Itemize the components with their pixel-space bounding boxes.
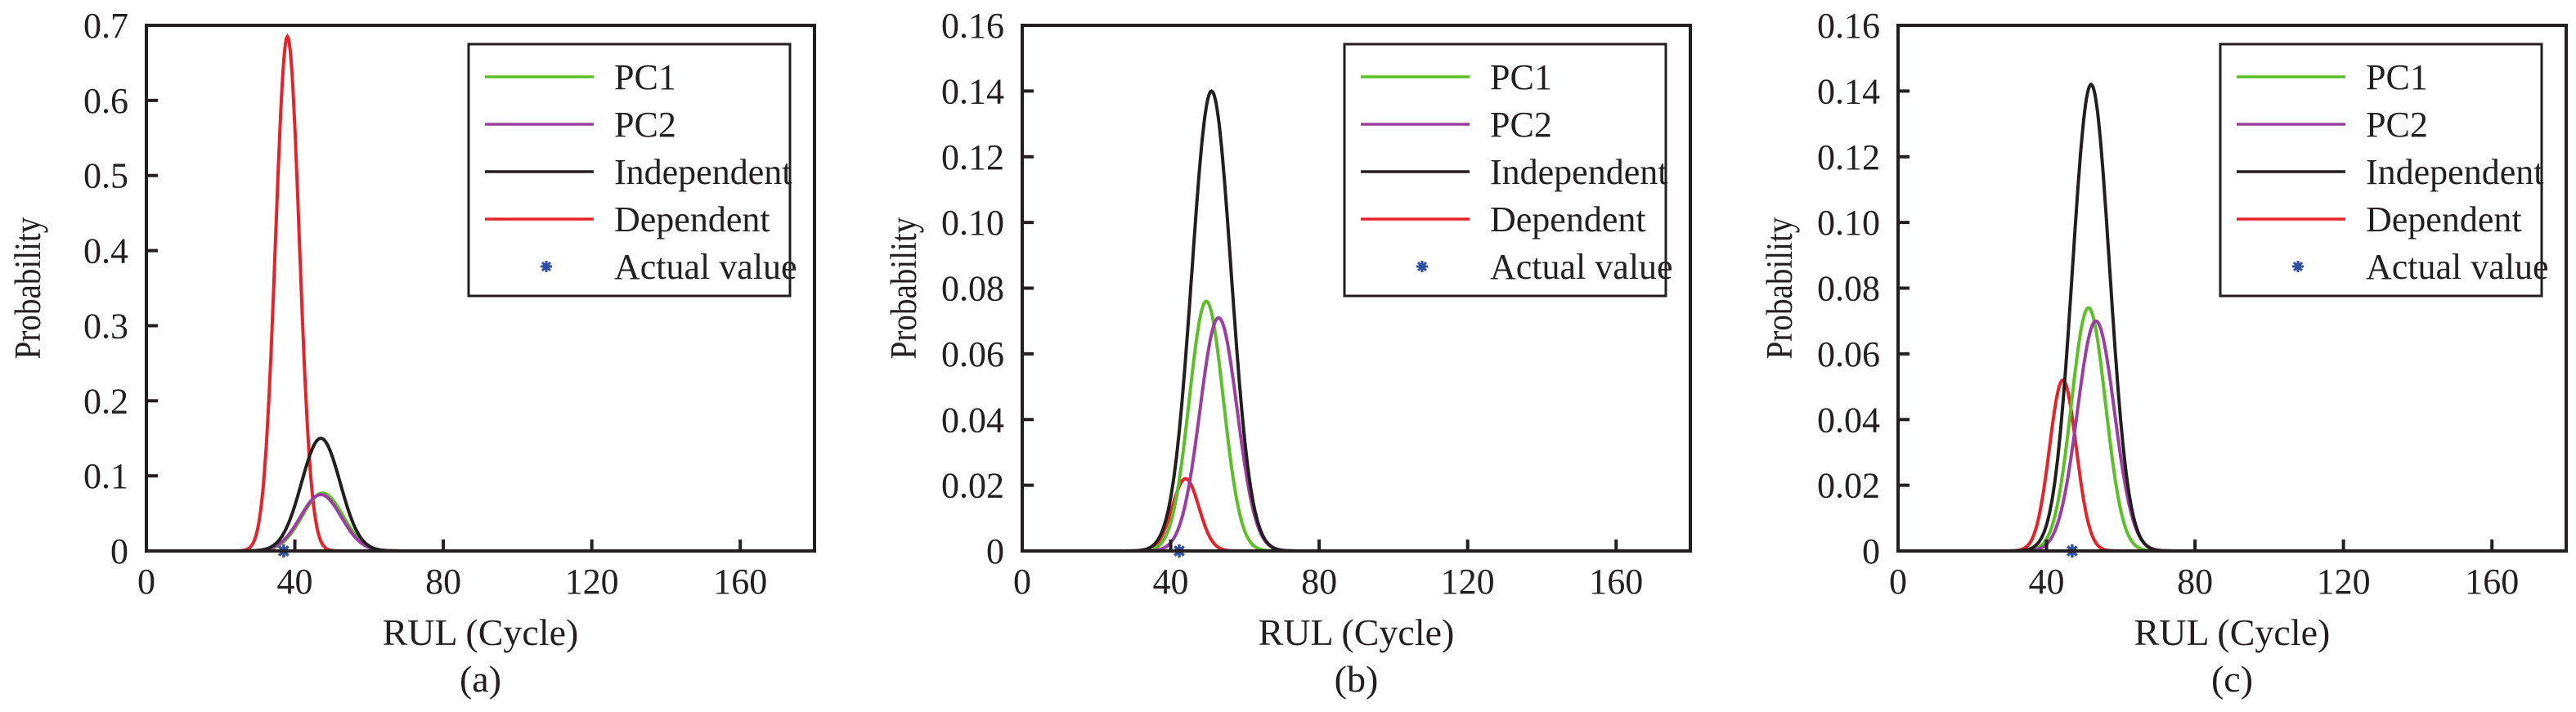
y-tick-label: 0.02 xyxy=(941,466,1004,506)
y-tick-label: 0.7 xyxy=(83,6,128,46)
y-tick-label: 0.10 xyxy=(1817,203,1880,243)
legend-swatch-actual-value xyxy=(541,261,552,272)
legend-label: Independent xyxy=(2366,152,2543,192)
legend-label: PC2 xyxy=(1490,105,1552,145)
y-tick-label: 0.5 xyxy=(83,156,128,196)
y-tick-label: 0 xyxy=(1862,531,1880,571)
legend-label: Dependent xyxy=(2366,199,2522,240)
chart-panel-b: 0 40 80 120 160 0 0.02 0.04 0.06 0.08 0.10 0.12 0.14… xyxy=(883,6,1692,700)
x-tick-label: 160 xyxy=(2465,562,2519,602)
y-tick-label: 0.06 xyxy=(941,334,1004,374)
legend-label: Independent xyxy=(614,152,792,192)
y-tick-label: 0.08 xyxy=(1817,269,1880,309)
legend-box xyxy=(1343,43,1667,298)
series-line-dependent xyxy=(1070,477,1690,551)
chart-panel-c: 0 40 80 120 160 0 0.02 0.04 0.06 0.08 0.10 0.12 0.14… xyxy=(1759,6,2568,700)
x-tick-label: 160 xyxy=(1589,562,1643,602)
x-tick-label: 80 xyxy=(2177,562,2213,602)
x-tick-label: 40 xyxy=(2029,562,2065,602)
y-tick-label: 0.1 xyxy=(83,456,128,496)
legend-label: Actual value xyxy=(2366,247,2549,287)
legend-label: PC1 xyxy=(614,57,676,97)
y-tick-label: 0.14 xyxy=(1817,71,1880,111)
legend-swatch-actual-value xyxy=(1416,261,1428,272)
legend-box xyxy=(2219,43,2543,298)
y-axis-label: Probability xyxy=(883,217,925,359)
x-tick-label: 0 xyxy=(1013,562,1031,602)
series-line-independent xyxy=(1946,82,2566,551)
x-axis-label: RUL (Cycle) xyxy=(383,611,579,653)
x-tick-label: 40 xyxy=(277,562,313,602)
series-line-dependent xyxy=(1946,378,2566,551)
legend: PC1 PC2 Independent Dependent Actual value xyxy=(1343,43,1673,298)
plot-frame xyxy=(145,24,816,553)
y-tick-label: 0.08 xyxy=(941,269,1004,309)
x-tick-label: 160 xyxy=(713,562,767,602)
y-tick-label: 0.12 xyxy=(1817,137,1880,177)
series-line-independent xyxy=(195,437,815,551)
x-tick-label: 0 xyxy=(1889,562,1907,602)
x-tick-label: 120 xyxy=(565,562,619,602)
x-tick-label: 80 xyxy=(425,562,461,602)
legend-label: Dependent xyxy=(1490,199,1646,240)
series-line-dependent xyxy=(195,33,815,551)
legend-label: Actual value xyxy=(614,247,797,287)
x-axis-label: RUL (Cycle) xyxy=(1259,611,1455,653)
y-tick-label: 0 xyxy=(986,531,1004,571)
panel-label: (a) xyxy=(460,658,501,700)
y-axis-label: Probability xyxy=(7,217,49,359)
chart-panel-a: 0 40 80 120 160 0 0.1 0.2 0.3 0.4 0.5 0.6 0.7 RUL (Cy… xyxy=(7,6,816,700)
x-tick-label: 80 xyxy=(1301,562,1337,602)
y-tick-label: 0.3 xyxy=(83,306,128,346)
legend-label: Dependent xyxy=(614,199,770,240)
y-tick-label: 0.10 xyxy=(941,203,1004,243)
y-tick-label: 0.04 xyxy=(941,400,1004,440)
legend-label: PC2 xyxy=(2366,105,2428,145)
x-tick-label: 120 xyxy=(1441,562,1495,602)
y-tick-label: 0.04 xyxy=(1817,400,1880,440)
legend-label: PC2 xyxy=(614,105,676,145)
legend-label: Actual value xyxy=(1490,247,1673,287)
legend-box xyxy=(467,43,792,298)
y-tick-label: 0.06 xyxy=(1817,334,1880,374)
y-tick-label: 0.02 xyxy=(1817,466,1880,506)
x-tick-label: 120 xyxy=(2317,562,2371,602)
y-axis-label: Probability xyxy=(1759,217,1801,359)
y-tick-label: 0.14 xyxy=(941,71,1004,111)
legend: PC1 PC2 Independent Dependent Actual value xyxy=(467,43,797,298)
y-tick-label: 0.16 xyxy=(1817,6,1880,46)
y-tick-label: 0.4 xyxy=(83,231,128,271)
panel-label: (c) xyxy=(2211,658,2253,700)
y-tick-label: 0 xyxy=(110,531,128,571)
series-line-pc2 xyxy=(1946,319,2566,551)
y-tick-label: 0.2 xyxy=(83,381,128,421)
legend-label: PC1 xyxy=(2366,57,2428,97)
panel-label: (b) xyxy=(1335,658,1379,700)
legend-swatch-actual-value xyxy=(2292,261,2304,272)
series-line-independent xyxy=(1070,89,1690,551)
legend-label: Independent xyxy=(1490,152,1667,192)
x-tick-label: 40 xyxy=(1153,562,1189,602)
legend: PC1 PC2 Independent Dependent Actual value xyxy=(2219,43,2549,298)
series-line-pc1 xyxy=(1946,306,2566,551)
series-line-pc1 xyxy=(1070,299,1690,551)
series-line-pc2 xyxy=(195,493,815,551)
series-line-pc2 xyxy=(1070,316,1690,551)
x-axis-label: RUL (Cycle) xyxy=(2134,611,2331,653)
x-tick-label: 0 xyxy=(137,562,155,602)
y-tick-label: 0.16 xyxy=(941,6,1004,46)
legend-label: PC1 xyxy=(1490,57,1552,97)
y-tick-label: 0.12 xyxy=(941,137,1004,177)
y-tick-label: 0.6 xyxy=(83,81,128,121)
